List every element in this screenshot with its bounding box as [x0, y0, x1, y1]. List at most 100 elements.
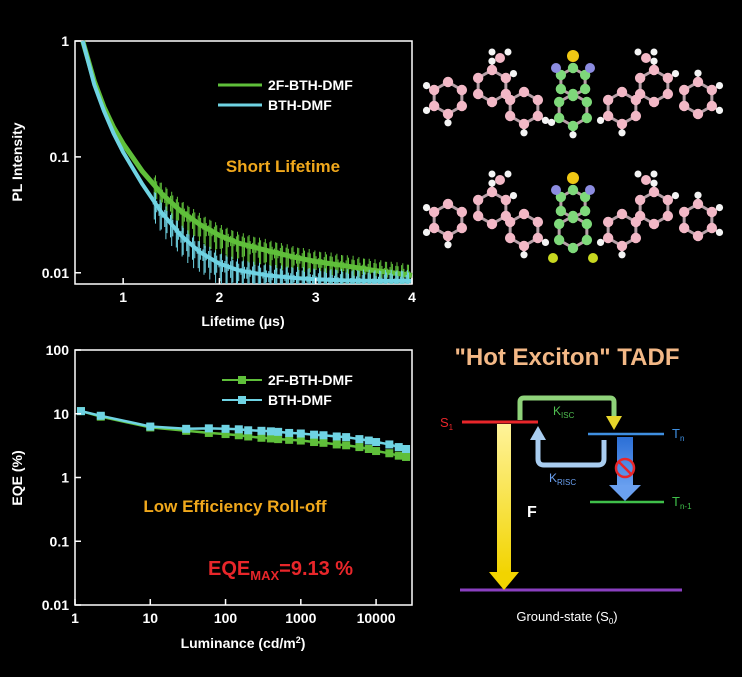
carbon-atom	[579, 205, 591, 217]
eqe-y-axis-label: EQE (%)	[9, 450, 25, 505]
fluorescence-arrow-head	[489, 572, 519, 590]
carbon-atom	[616, 118, 628, 130]
carbon-atom	[579, 83, 591, 95]
eqe-point-2f-bth-dmf	[355, 443, 364, 452]
carbon-atom	[634, 194, 646, 206]
carbon-atom	[456, 206, 468, 218]
hydrogen-atom	[504, 170, 512, 178]
carbon-atom	[616, 86, 628, 98]
carbon-atom	[602, 94, 614, 106]
eqe-point-bth-dmf	[364, 436, 373, 445]
carbon-atom	[442, 76, 454, 88]
carbon-atom	[553, 234, 565, 246]
ground-state-label: Ground-state (S0)	[516, 609, 617, 626]
legend-label-bth-dmf: BTH-DMF	[268, 97, 332, 113]
carbon-atom	[602, 232, 614, 244]
carbon-atom	[581, 96, 593, 108]
carbon-atom	[648, 218, 660, 230]
hot-exciton-diagram: "Hot Exciton" TADF S1 Tn Tn-1 Ground-sta…	[440, 344, 692, 626]
forbidden-icon	[614, 457, 636, 479]
eqe-y-tick-label: 10	[53, 406, 69, 422]
eqe-y-tick-label: 100	[46, 342, 70, 358]
eqe-max-annotation: EQEMAX=9.13 %	[208, 558, 353, 583]
eqe-point-2f-bth-dmf	[342, 441, 351, 450]
eqe-x-tick-label: 100	[214, 610, 238, 626]
hydrogen-atom	[509, 192, 518, 200]
eqe-y-tick-label: 0.01	[42, 597, 69, 613]
carbon-atom	[706, 222, 718, 234]
ic-arrow-head	[609, 485, 641, 501]
carbon-atom	[532, 232, 544, 244]
hydrogen-atom	[650, 57, 658, 65]
hydrogen-atom	[596, 238, 605, 246]
nitrogen-atom	[551, 185, 561, 195]
carbon-atom	[678, 222, 690, 234]
carbon-atom	[428, 100, 440, 112]
molecule-2f-bth-dmf	[422, 170, 724, 263]
hydrogen-atom	[520, 251, 528, 259]
short-lifetime-annotation: Short Lifetime	[226, 157, 340, 176]
legend-marker-bth-dmf	[238, 396, 246, 404]
eqe-point-bth-dmf	[319, 431, 328, 440]
eqe-point-bth-dmf	[146, 422, 155, 431]
carbon-atom	[706, 100, 718, 112]
carbon-atom	[553, 218, 565, 230]
carbon-atom	[456, 84, 468, 96]
carbon-atom	[518, 208, 530, 220]
carbon-atom	[428, 222, 440, 234]
eqe-point-2f-bth-dmf	[332, 440, 341, 449]
eqe-point-bth-dmf	[372, 438, 381, 447]
carbon-atom	[662, 210, 674, 222]
carbon-atom	[648, 186, 660, 198]
eqe-point-bth-dmf	[274, 427, 283, 436]
carbon-atom	[472, 72, 484, 84]
carbon-atom	[634, 88, 646, 100]
sulfur-atom	[567, 172, 579, 184]
molecule-bth-dmf	[422, 48, 724, 139]
carbon-atom	[648, 96, 660, 108]
sulfur-atom	[567, 50, 579, 62]
carbon-atom	[553, 96, 565, 108]
carbon-atom	[553, 112, 565, 124]
carbon-atom	[692, 108, 704, 120]
hydrogen-atom	[694, 191, 702, 199]
eqe-point-2f-bth-dmf	[244, 432, 253, 441]
fluorescence-label: F	[527, 504, 537, 521]
carbon-atom	[678, 206, 690, 218]
eqe-point-bth-dmf	[96, 411, 105, 420]
hydrogen-atom	[650, 179, 658, 187]
nitrogen-atom	[585, 63, 595, 73]
pl-y-tick-label: 0.01	[42, 265, 69, 281]
carbon-atom	[486, 96, 498, 108]
eqe-point-bth-dmf	[285, 428, 294, 437]
tn1-label: Tn-1	[672, 494, 692, 511]
carbon-atom	[692, 230, 704, 242]
eqe-point-bth-dmf	[402, 444, 411, 453]
hydrogen-atom	[596, 116, 605, 124]
carbon-atom	[581, 112, 593, 124]
carbon-atom	[532, 216, 544, 228]
carbon-atom	[555, 83, 567, 95]
carbon-atom	[567, 90, 579, 102]
eqe-point-bth-dmf	[342, 433, 351, 442]
carbon-atom	[641, 53, 651, 63]
carbon-atom	[567, 62, 579, 74]
carbon-atom	[567, 184, 579, 196]
carbon-atom	[581, 234, 593, 246]
isc-arrow	[517, 395, 617, 420]
eqe-point-bth-dmf	[332, 432, 341, 441]
carbon-atom	[486, 218, 498, 230]
eqe-point-bth-dmf	[234, 425, 243, 434]
carbon-atom	[602, 110, 614, 122]
carbon-atom	[518, 240, 530, 252]
eqe-x-tick-label: 10000	[357, 610, 396, 626]
carbon-atom	[634, 72, 646, 84]
hydrogen-atom	[488, 48, 496, 56]
eqe-x-tick-label: 1000	[285, 610, 316, 626]
eqe-point-2f-bth-dmf	[266, 434, 275, 443]
eqe-x-tick-label: 10	[142, 610, 158, 626]
pl-x-axis-label: Lifetime (μs)	[201, 313, 284, 329]
carbon-atom	[648, 64, 660, 76]
carbon-atom	[641, 175, 651, 185]
eqe-x-axis-label: Luminance (cd/m2)	[181, 635, 306, 651]
